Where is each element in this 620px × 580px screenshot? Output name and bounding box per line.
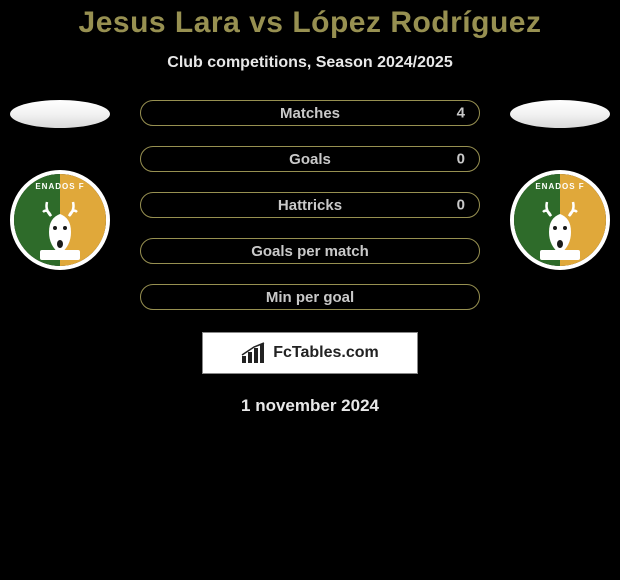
stat-row-hattricks: Hattricks 0 xyxy=(140,192,480,218)
stat-value-right: 0 xyxy=(457,151,465,168)
brand-text: FcTables.com xyxy=(273,344,379,362)
right-player-column: ENADOS F xyxy=(510,100,610,270)
left-club-arc-text: ENADOS F xyxy=(14,182,106,191)
left-player-avatar xyxy=(10,100,110,128)
page-title: Jesus Lara vs López Rodríguez xyxy=(0,6,620,40)
stat-label: Matches xyxy=(280,105,340,122)
right-player-avatar xyxy=(510,100,610,128)
left-club-logo: ENADOS F xyxy=(10,170,110,270)
deer-icon xyxy=(37,198,83,256)
comparison-layout: ENADOS F Matches 4 Goals 0 xyxy=(0,100,620,310)
brand-watermark[interactable]: FcTables.com xyxy=(202,332,418,374)
stat-value-right: 0 xyxy=(457,197,465,214)
stat-label: Goals per match xyxy=(251,243,369,260)
stat-row-goals: Goals 0 xyxy=(140,146,480,172)
stat-label: Min per goal xyxy=(266,289,354,306)
left-player-column: ENADOS F xyxy=(10,100,110,270)
stat-label: Hattricks xyxy=(278,197,342,214)
page-subtitle: Club competitions, Season 2024/2025 xyxy=(0,54,620,72)
chart-bars-icon xyxy=(241,342,267,364)
logo-base xyxy=(540,250,580,260)
stat-value-right: 4 xyxy=(457,105,465,122)
stat-row-goals-per-match: Goals per match xyxy=(140,238,480,264)
stat-row-min-per-goal: Min per goal xyxy=(140,284,480,310)
right-club-logo: ENADOS F xyxy=(510,170,610,270)
date-label: 1 november 2024 xyxy=(0,396,620,416)
stat-label: Goals xyxy=(289,151,331,168)
stats-column: Matches 4 Goals 0 Hattricks 0 Goals per … xyxy=(110,100,510,310)
right-club-arc-text: ENADOS F xyxy=(514,182,606,191)
logo-base xyxy=(40,250,80,260)
stat-row-matches: Matches 4 xyxy=(140,100,480,126)
page-root: Jesus Lara vs López Rodríguez Club compe… xyxy=(0,0,620,416)
deer-icon xyxy=(537,198,583,256)
